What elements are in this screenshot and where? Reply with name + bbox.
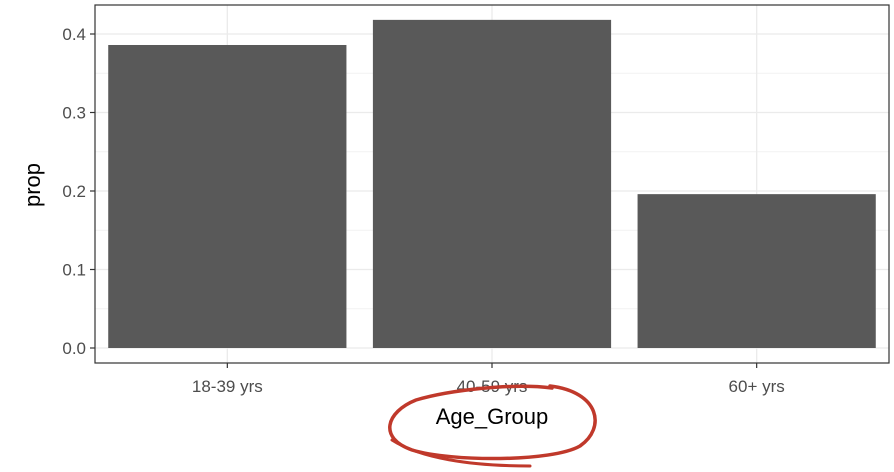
y-tick-label: 0.0 (62, 339, 86, 358)
x-tick-label: 18-39 yrs (192, 377, 263, 396)
x-axis: 18-39 yrs 40-59 yrs 60+ yrs (192, 363, 785, 396)
y-tick-label: 0.2 (62, 182, 86, 201)
x-tick-label: 60+ yrs (729, 377, 785, 396)
bar (372, 19, 612, 349)
bars (108, 19, 876, 349)
y-axis: 0.0 0.1 0.2 0.3 0.4 (62, 25, 95, 358)
bar (108, 44, 347, 349)
y-tick-label: 0.4 (62, 25, 86, 44)
y-axis-title: prop (20, 163, 45, 207)
y-tick-label: 0.1 (62, 261, 86, 280)
hand-drawn-circle-tail (390, 438, 532, 468)
x-axis-title: Age_Group (436, 404, 549, 429)
bar (637, 194, 876, 348)
y-tick-label: 0.3 (62, 104, 86, 123)
